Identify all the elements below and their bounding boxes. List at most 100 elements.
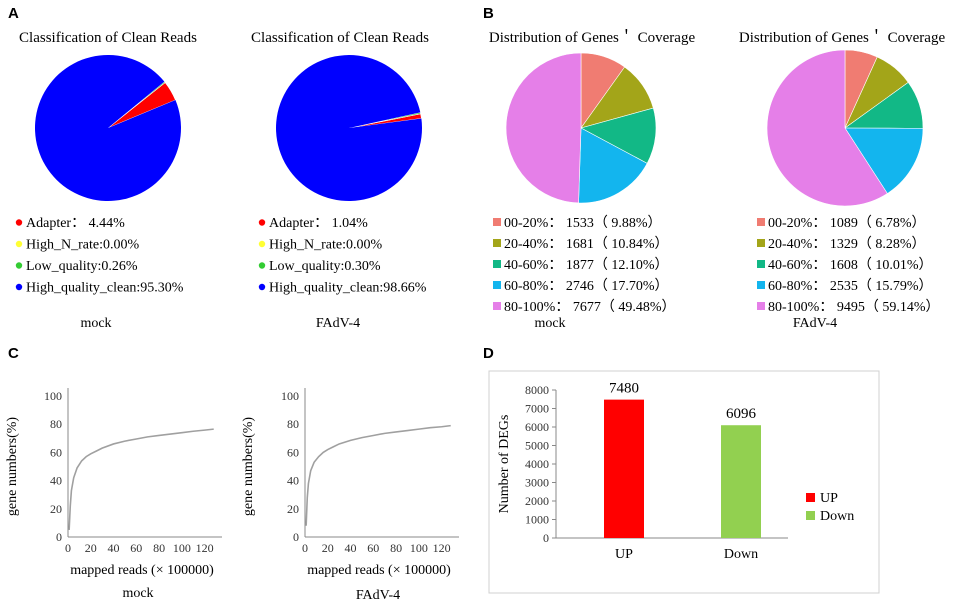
pie-slice-low-quality xyxy=(107,81,166,129)
pie-slice-high-quality-clean xyxy=(34,54,181,201)
legend-marker xyxy=(757,218,765,226)
panel-letter-a: A xyxy=(8,5,19,22)
bar-down xyxy=(721,425,761,538)
pie-title-a2: Classification of Clean Reads xyxy=(251,30,429,46)
saturation-curve xyxy=(305,424,451,526)
pie-title-a1: Classification of Clean Reads xyxy=(19,30,197,46)
pie-title-b2: Distribution of Genes＇ Coverage xyxy=(739,29,946,46)
pie-a2 xyxy=(276,55,423,202)
legend-label: High_quality_clean:95.30% xyxy=(26,281,184,296)
panel-d-frame xyxy=(488,370,880,594)
legend-label: Low_quality:0.26% xyxy=(26,259,138,274)
y-tick-label: 80 xyxy=(50,417,62,431)
y-tick-label: 6000 xyxy=(525,420,549,434)
x-tick-label: 60 xyxy=(130,541,142,555)
legend-label: 40-60%： 1877（ 12.10%） xyxy=(504,257,669,273)
pie-b1 xyxy=(505,52,657,204)
pie-a1 xyxy=(34,54,181,201)
legend-label: 00-20%： 1533（ 9.88%） xyxy=(504,215,662,231)
panel-letter-b: B xyxy=(483,5,494,22)
x-tick-label: 120 xyxy=(196,541,214,555)
x-tick-label: 20 xyxy=(322,541,334,555)
legend-label: High_quality_clean:98.66% xyxy=(269,281,427,296)
legend-marker xyxy=(757,260,765,268)
legend-marker xyxy=(757,302,765,310)
x-tick-label: 40 xyxy=(345,541,357,555)
x-tick-label: Down xyxy=(724,547,758,562)
pie-slice-low-quality xyxy=(348,112,421,129)
legend-marker xyxy=(493,281,501,289)
caption-b1: mock xyxy=(534,316,565,331)
legend-label: 20-40%： 1329（ 8.28%） xyxy=(768,236,926,252)
x-tick-label: 80 xyxy=(153,541,165,555)
y-tick-label: 40 xyxy=(50,474,62,488)
pie-slice-80-100 xyxy=(766,49,888,207)
legend-marker xyxy=(15,262,23,269)
x-axis-label: mapped reads (× 100000) xyxy=(70,563,214,578)
y-tick-label: 2000 xyxy=(525,494,549,508)
y-tick-label: 1000 xyxy=(525,513,549,527)
curve-chart-c1: 0 20 40 60 80 100 0 20 40 60 80 100 120 mapped reads … xyxy=(5,388,222,601)
y-axis-label: gene numbers(%) xyxy=(241,417,256,516)
y-axis-label: Number of DEGs xyxy=(497,415,512,514)
y-tick-label: 3000 xyxy=(525,476,549,490)
y-tick-label: 4000 xyxy=(525,457,549,471)
legend-marker xyxy=(493,218,501,226)
x-tick-label: 100 xyxy=(410,541,428,555)
pie-slice-80-100 xyxy=(505,52,582,204)
x-tick-label: 20 xyxy=(85,541,97,555)
y-tick-label: 40 xyxy=(287,474,299,488)
y-tick-label: 20 xyxy=(50,502,62,516)
caption-b2: FAdV-4 xyxy=(793,316,837,331)
y-tick-label: 60 xyxy=(50,445,62,459)
caption-a2: FAdV-4 xyxy=(316,316,360,331)
legend-marker xyxy=(806,493,815,502)
legend-marker xyxy=(493,239,501,247)
bar-value-label: 7480 xyxy=(609,381,639,397)
caption-a1: mock xyxy=(80,316,111,331)
y-tick-label: 5000 xyxy=(525,439,549,453)
y-tick-label: 60 xyxy=(287,445,299,459)
bar-chart-d: 0 1000 2000 3000 4000 5000 6000 7000 8000 7480 UP 6… xyxy=(497,381,854,562)
x-tick-label: 80 xyxy=(390,541,402,555)
legend-marker xyxy=(15,219,23,226)
y-tick-label: 7000 xyxy=(525,402,549,416)
x-tick-label: 0 xyxy=(302,541,308,555)
legend-label: 80-100%： 9495（ 59.14%） xyxy=(768,299,940,315)
legend-label: UP xyxy=(820,491,838,506)
pie-title-b1: Distribution of Genes＇ Coverage xyxy=(489,29,696,46)
legend-label: High_N_rate:0.00% xyxy=(269,238,382,253)
legend-label: High_N_rate:0.00% xyxy=(26,238,139,253)
pie-slice-60-80 xyxy=(844,127,924,194)
legend-marker xyxy=(493,302,501,310)
caption-c1: mock xyxy=(122,586,153,601)
legend-label: 60-80%： 2746（ 17.70%） xyxy=(504,278,669,294)
bar-up xyxy=(604,399,644,538)
x-tick-label: 120 xyxy=(433,541,451,555)
panel-letter-c: C xyxy=(8,345,19,362)
legend-marker xyxy=(258,262,266,269)
legend-label: Low_quality:0.30% xyxy=(269,259,381,274)
y-tick-label: 20 xyxy=(287,502,299,516)
pie-b2 xyxy=(766,49,924,207)
legend-label: Adapter： 4.44% xyxy=(26,216,125,231)
legend-marker xyxy=(15,240,23,248)
legend-label: 00-20%： 1089（ 6.78%） xyxy=(768,215,926,231)
x-tick-label: UP xyxy=(615,547,633,562)
x-axis-label: mapped reads (× 100000) xyxy=(307,563,451,578)
legend-marker xyxy=(258,283,266,291)
legend-label: Adapter： 1.04% xyxy=(269,216,368,231)
legend-marker xyxy=(258,219,266,226)
legend-marker xyxy=(15,283,23,291)
y-tick-label: 0 xyxy=(56,530,62,544)
y-tick-label: 100 xyxy=(44,389,62,403)
pie-slice-60-80 xyxy=(578,127,648,204)
panel-letter-d: D xyxy=(483,345,494,362)
caption-c2: FAdV-4 xyxy=(356,588,400,603)
legend-label: 20-40%： 1681（ 10.84%） xyxy=(504,236,669,252)
legend-label: 40-60%： 1608（ 10.01%） xyxy=(768,257,933,273)
y-tick-label: 80 xyxy=(287,417,299,431)
y-axis-label: gene numbers(%) xyxy=(5,417,20,516)
x-tick-label: 40 xyxy=(108,541,120,555)
